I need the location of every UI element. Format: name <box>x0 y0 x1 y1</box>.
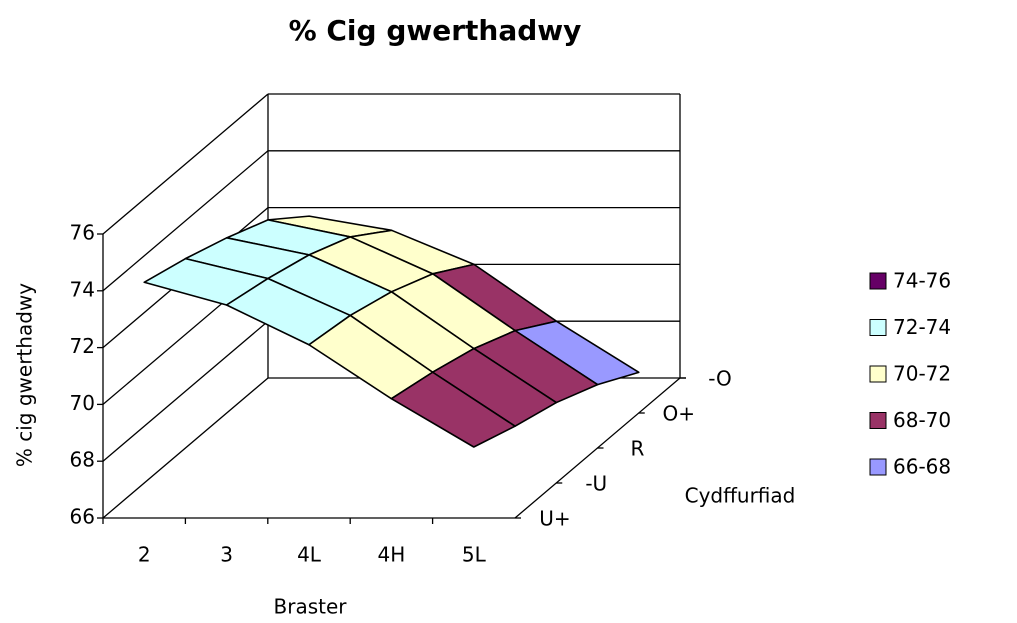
grid-line <box>102 150 269 292</box>
depth-tick-label: O+ <box>663 402 696 426</box>
grid-line <box>102 320 269 462</box>
chart-title: % Cig gwerthadwy <box>289 14 582 47</box>
x-tick-label: 2 <box>138 543 151 567</box>
depth-tick-label: -O <box>708 367 732 391</box>
legend-label: 68-70 <box>893 408 951 432</box>
legend-label: 72-74 <box>893 315 951 339</box>
y-axis-label: % cig gwerthadwy <box>13 283 37 467</box>
surface-cell <box>390 371 516 448</box>
x-tick-label: 4H <box>378 543 406 567</box>
x-tick-label: 5L <box>462 543 487 567</box>
y-tick-label: 68 <box>70 448 95 472</box>
grid-line <box>102 93 269 235</box>
grid-line <box>102 377 269 519</box>
y-tick-label: 70 <box>70 391 95 415</box>
legend-swatch <box>869 365 887 383</box>
legend-label: 66-68 <box>893 455 951 479</box>
legend-swatch <box>869 319 887 336</box>
legend-label: 70-72 <box>893 362 951 386</box>
y-tick-label: 72 <box>70 334 95 358</box>
y-tick-label: 66 <box>70 505 95 529</box>
depth-axis-label: Cydffurfiad <box>685 484 796 508</box>
x-tick-label: 4L <box>297 543 322 567</box>
depth-tick-label: R <box>631 437 645 461</box>
legend-swatch <box>869 412 887 429</box>
x-axis-label: Braster <box>274 595 348 619</box>
depth-tick-label: U+ <box>539 507 570 531</box>
y-tick-label: 76 <box>70 221 95 245</box>
legend-swatch <box>869 458 887 476</box>
y-tick-label: 74 <box>70 277 95 301</box>
legend-swatch <box>869 272 887 290</box>
x-tick-label: 3 <box>220 543 233 567</box>
legend-label: 74-76 <box>893 269 951 293</box>
depth-tick-label: -U <box>585 472 607 496</box>
